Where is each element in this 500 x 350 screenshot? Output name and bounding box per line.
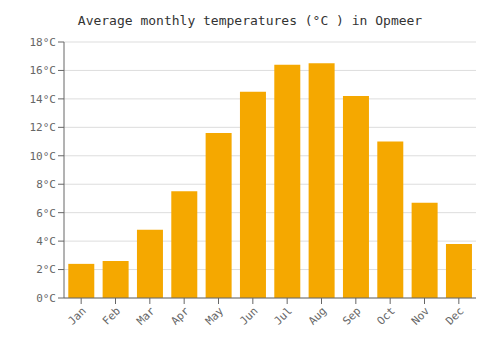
svg-text:18°C: 18°C <box>30 36 57 49</box>
svg-text:Dec: Dec <box>443 304 466 327</box>
svg-text:May: May <box>203 304 227 328</box>
svg-text:Sep: Sep <box>340 304 363 327</box>
svg-text:4°C: 4°C <box>36 235 56 248</box>
svg-text:6°C: 6°C <box>36 207 56 220</box>
svg-text:16°C: 16°C <box>30 64 57 77</box>
svg-text:Jun: Jun <box>237 304 260 327</box>
svg-text:8°C: 8°C <box>36 178 56 191</box>
svg-text:2°C: 2°C <box>36 263 56 276</box>
svg-text:Aug: Aug <box>306 304 329 327</box>
svg-text:Oct: Oct <box>375 304 398 327</box>
svg-text:10°C: 10°C <box>30 150 57 163</box>
svg-text:Mar: Mar <box>134 304 158 328</box>
svg-text:12°C: 12°C <box>30 121 57 134</box>
svg-text:14°C: 14°C <box>30 93 57 106</box>
svg-text:0°C: 0°C <box>36 292 56 305</box>
svg-text:Nov: Nov <box>409 304 433 328</box>
svg-text:Feb: Feb <box>100 304 123 327</box>
svg-text:Jul: Jul <box>272 304 295 327</box>
html-text:Average monthly temperatures (: Average monthly temperatures (°C ) in Op… <box>77 13 423 28</box>
svg-text:Jan: Jan <box>66 304 89 327</box>
svg-text:Apr: Apr <box>169 304 193 328</box>
